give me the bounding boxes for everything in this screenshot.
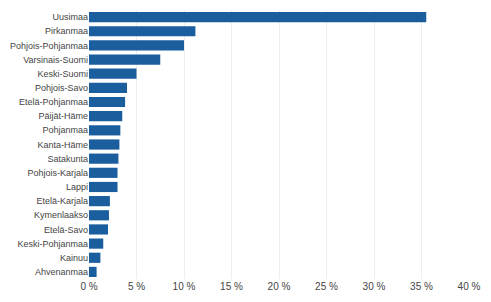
- svg-text:Etelä-Karjala: Etelä-Karjala: [36, 196, 88, 206]
- svg-text:20 %: 20 %: [268, 281, 291, 292]
- svg-text:Keski-Suomi: Keski-Suomi: [37, 69, 88, 79]
- svg-text:Pohjanmaa: Pohjanmaa: [42, 125, 88, 135]
- svg-text:0 %: 0 %: [80, 281, 97, 292]
- svg-text:Lappi: Lappi: [66, 182, 88, 192]
- svg-text:Etelä-Pohjanmaa: Etelä-Pohjanmaa: [19, 97, 88, 107]
- svg-text:Pohjois-Karjala: Pohjois-Karjala: [27, 168, 88, 178]
- svg-text:15 %: 15 %: [220, 281, 243, 292]
- svg-text:25 %: 25 %: [315, 281, 338, 292]
- svg-text:Pohjois-Savo: Pohjois-Savo: [35, 83, 88, 93]
- svg-text:Uusimaa: Uusimaa: [52, 12, 88, 22]
- svg-text:Pirkanmaa: Pirkanmaa: [45, 26, 88, 36]
- svg-text:35 %: 35 %: [410, 281, 433, 292]
- svg-text:Kainuu: Kainuu: [60, 253, 88, 263]
- svg-text:Satakunta: Satakunta: [47, 154, 88, 164]
- svg-text:Päijät-Häme: Päijät-Häme: [38, 111, 88, 121]
- svg-text:Pohjois-Pohjanmaa: Pohjois-Pohjanmaa: [10, 41, 88, 51]
- svg-text:10 %: 10 %: [173, 281, 196, 292]
- svg-text:Kanta-Häme: Kanta-Häme: [37, 140, 88, 150]
- svg-text:Kymenlaakso: Kymenlaakso: [34, 210, 88, 220]
- svg-text:Ahvenanmaa: Ahvenanmaa: [35, 267, 88, 277]
- svg-text:Etelä-Savo: Etelä-Savo: [44, 225, 88, 235]
- svg-text:5 %: 5 %: [128, 281, 145, 292]
- svg-text:Varsinais-Suomi: Varsinais-Suomi: [23, 55, 88, 65]
- svg-text:30 %: 30 %: [363, 281, 386, 292]
- svg-text:Keski-Pohjanmaa: Keski-Pohjanmaa: [17, 239, 88, 249]
- svg-text:40 %: 40 %: [458, 281, 481, 292]
